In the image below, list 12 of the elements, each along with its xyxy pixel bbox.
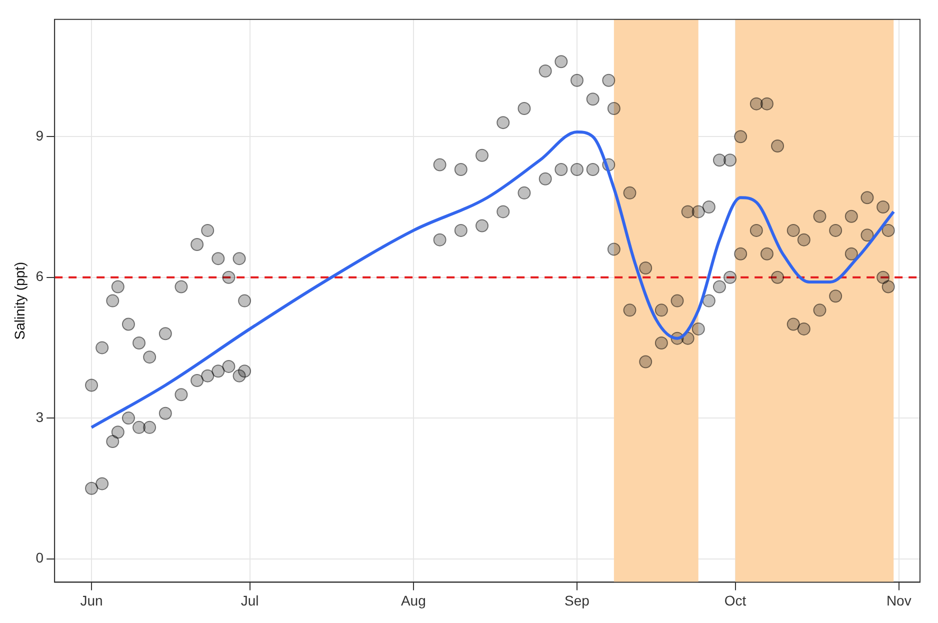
line-series bbox=[90, 130, 896, 429]
y-tick-label: 0 bbox=[36, 550, 44, 566]
y-tick-label: 6 bbox=[36, 268, 44, 284]
y-tick-label: 9 bbox=[36, 128, 44, 144]
x-tick-label: Nov bbox=[886, 592, 912, 608]
y-axis-title: Salinity (ppt) bbox=[11, 262, 28, 340]
x-tick-label: Jun bbox=[80, 592, 103, 608]
x-tick-label: Sep bbox=[564, 592, 590, 608]
x-tick-label: Oct bbox=[724, 592, 746, 608]
y-tick-label: 3 bbox=[36, 408, 44, 425]
x-tick-label: Jul bbox=[240, 592, 259, 608]
x-tick-label: Aug bbox=[400, 592, 426, 608]
